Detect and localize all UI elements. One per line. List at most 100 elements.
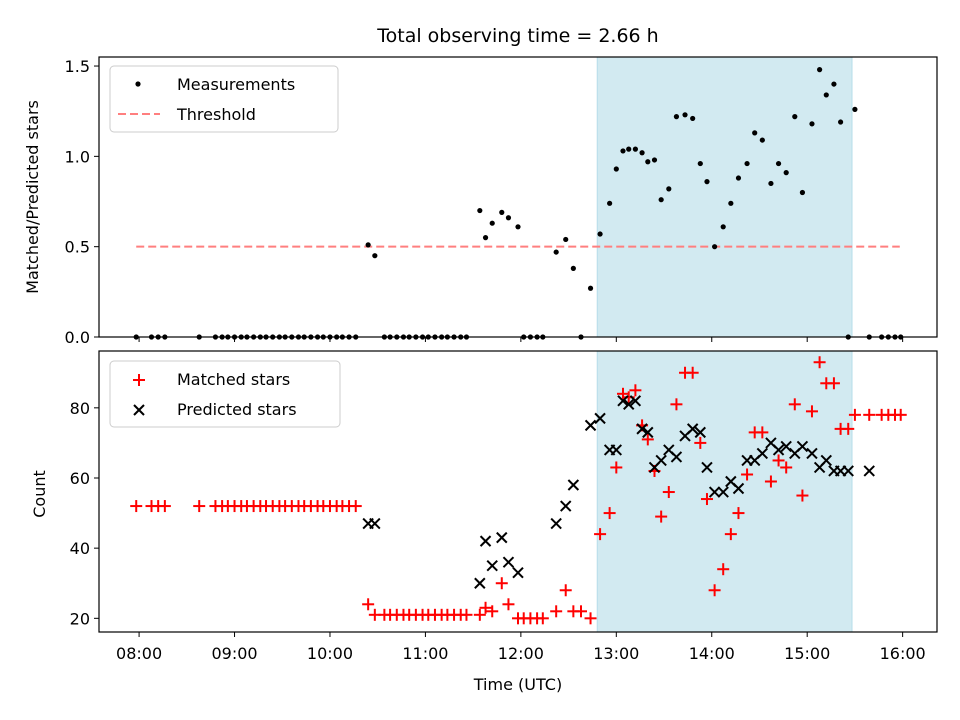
matched-star-point (629, 384, 642, 397)
measurement-point (658, 197, 664, 203)
legend-threshold: Threshold (176, 105, 256, 124)
measurement-point (792, 114, 798, 120)
measurement-point (553, 249, 559, 255)
matched-star-point (724, 528, 737, 541)
measurement-point (499, 209, 505, 215)
top-y-axis-label: Matched/Predicted stars (23, 100, 42, 294)
matched-star-point (708, 584, 721, 597)
measurement-point (728, 200, 734, 206)
measurement-point (489, 220, 495, 226)
legend-measurements: Measurements (177, 75, 295, 94)
measurement-point (752, 130, 758, 136)
matched-star-point (796, 489, 809, 502)
measurement-point (607, 200, 613, 206)
measurement-point (570, 265, 576, 271)
observing-span-highlight (596, 56, 853, 338)
predicted-star-point (610, 444, 623, 456)
predicted-star-point (842, 465, 854, 477)
top-y-tick-label: 0.5 (65, 238, 90, 257)
predicted-star-point (686, 423, 699, 435)
matched-star-point (842, 422, 855, 435)
x-tick-label: 14:00 (689, 644, 735, 663)
predicted-star-point (732, 482, 745, 495)
top-y-tick-label: 1.0 (65, 147, 90, 166)
measurement-point (852, 106, 858, 112)
chart-title: Total observing time = 2.66 h (376, 25, 658, 47)
measurement-point (682, 112, 688, 118)
measurement-point (632, 146, 638, 152)
x-tick-label: 13:00 (593, 644, 639, 663)
predicted-star-point (550, 517, 562, 530)
matched-star-point (741, 468, 754, 481)
measurement-point (697, 160, 703, 167)
bottom-panel: 20 40 60 80 08:00 09:00 10:00 11:00 12:00 13:00 1… (30, 350, 938, 694)
predicted-star-point (701, 461, 713, 474)
predicted-star-point (629, 395, 642, 407)
predicted-star-point (560, 500, 572, 512)
measurement-point (482, 235, 489, 241)
measurement-point (775, 160, 782, 167)
predicted-star-point (594, 412, 606, 425)
bottom-y-tick-label: 80 (70, 399, 90, 418)
measurement-point (823, 92, 829, 98)
measurement-point (477, 207, 483, 214)
predicted-star-point (479, 535, 492, 547)
matched-star-point (479, 601, 492, 614)
matched-star-point (460, 608, 473, 621)
bottom-y-tick-label: 60 (70, 469, 90, 488)
predicted-star-point (708, 486, 721, 498)
predicted-star-point (486, 559, 498, 572)
measurement-point (809, 121, 815, 127)
measurement-point (712, 244, 718, 250)
top-panel: 0.0 0.5 1.0 1.5 Matched/Predicted stars Mea… (23, 56, 938, 347)
measurement-point (690, 115, 696, 122)
measurement-point (563, 236, 569, 243)
matched-star-point (158, 500, 171, 513)
matched-star-point (536, 612, 549, 625)
measurement-point (768, 180, 774, 187)
predicted-star-point (502, 556, 515, 568)
matched-star-point (717, 563, 730, 576)
predicted-star-point (717, 486, 729, 498)
matched-star-point (655, 510, 668, 523)
measurement-point (639, 150, 645, 156)
matched-star-point (362, 598, 375, 611)
measurement-point (704, 179, 710, 185)
measurement-point (666, 186, 672, 192)
matched-star-point (863, 408, 876, 421)
measurement-point (372, 253, 378, 259)
measurement-point (838, 119, 844, 125)
matched-star-point (788, 398, 801, 411)
legend-predicted-marker (133, 404, 145, 416)
matched-star-point (670, 398, 683, 411)
measurement-point (613, 166, 619, 172)
matched-star-point (694, 436, 707, 449)
predicted-star-point (617, 395, 629, 407)
top-y-tick-label: 0.0 (65, 328, 90, 347)
predicted-star-point (642, 426, 654, 439)
matched-star-point (848, 408, 861, 421)
bottom-y-tick-label: 40 (70, 539, 90, 558)
measurement-point (799, 189, 806, 196)
measurement-point (505, 215, 512, 221)
x-axis-label: Time (UTC) (473, 675, 562, 694)
matched-star-point (813, 356, 826, 369)
predicted-star-point (512, 567, 524, 579)
x-tick-label: 16:00 (880, 644, 926, 663)
predicted-star-point (655, 454, 667, 467)
legend-matched: Matched stars (177, 370, 290, 389)
predicted-star-point (567, 479, 580, 491)
matched-star-point (495, 577, 508, 590)
x-tick-label: 11:00 (402, 644, 448, 663)
top-y-tick-label: 1.5 (65, 57, 90, 76)
measurement-point (587, 285, 594, 291)
bottom-axes-frame (98, 350, 938, 633)
bottom-legend: Matched stars Predicted stars (109, 360, 341, 428)
x-tick-label: 12:00 (498, 644, 544, 663)
measurement-point (651, 157, 658, 163)
predicted-star-point (623, 398, 635, 411)
x-tick-label: 08:00 (116, 644, 162, 663)
matched-star-point (473, 608, 486, 621)
legend-predicted: Predicted stars (177, 400, 297, 419)
